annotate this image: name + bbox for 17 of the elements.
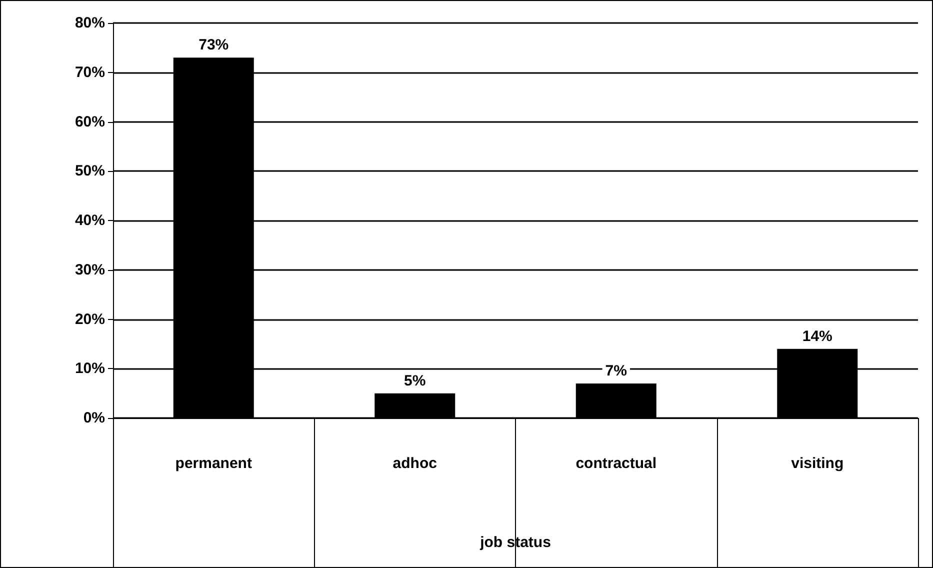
y-tick-label: 60% <box>74 113 105 130</box>
y-tick-label: 30% <box>74 261 105 278</box>
y-tick-label: 40% <box>74 212 105 229</box>
data-label: 5% <box>404 372 426 390</box>
x-tick-label: permanent <box>175 455 252 472</box>
x-tick-label: adhoc <box>392 455 437 472</box>
data-label: 7% <box>605 362 627 380</box>
x-tick-label: contractual <box>576 455 657 472</box>
data-label: 73% <box>198 36 229 54</box>
y-tick-label: 80% <box>74 14 105 32</box>
y-tick-label: 70% <box>74 64 105 81</box>
y-tick-label: 10% <box>74 360 105 378</box>
y-tick-label: 50% <box>74 162 105 180</box>
data-label: 14% <box>802 328 832 345</box>
x-tick-label: visiting <box>791 455 844 472</box>
y-tick-label: 20% <box>74 310 105 328</box>
y-tick-label: 0% <box>83 410 105 426</box>
